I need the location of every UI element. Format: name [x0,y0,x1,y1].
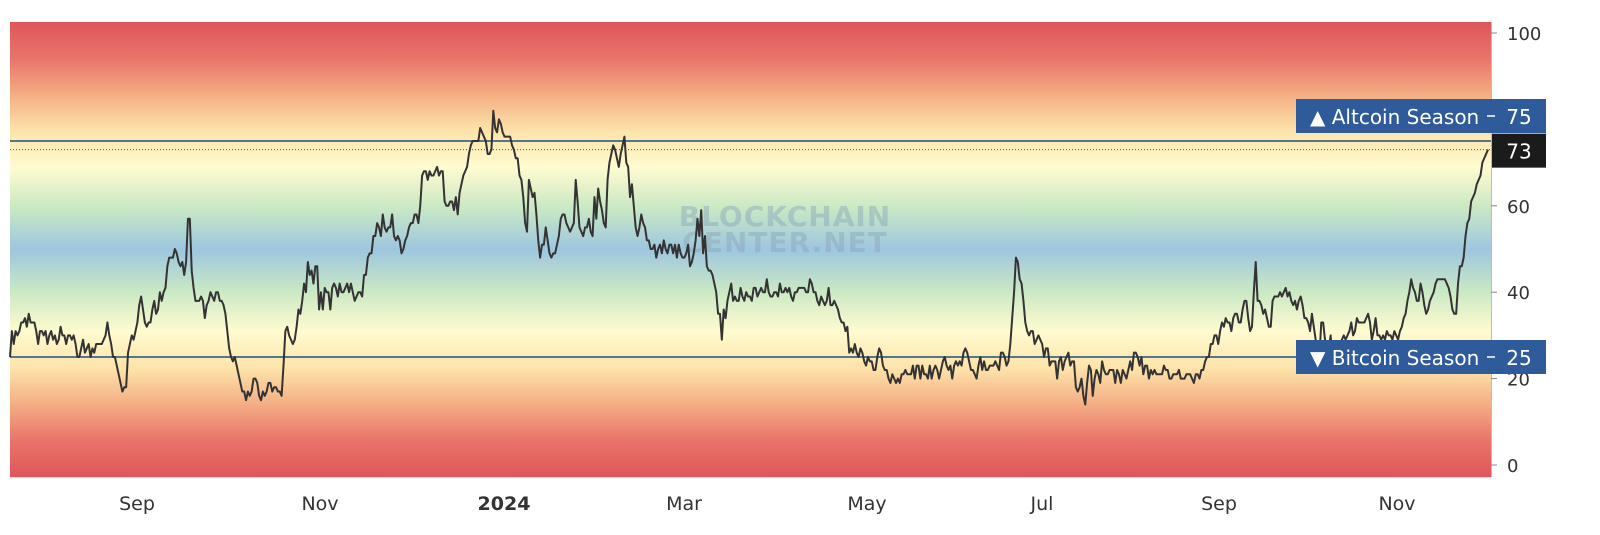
threshold-tag-value: 25 [1506,346,1531,370]
threshold-tag-value: 75 [1506,105,1531,129]
x-tick-label: Jul [1030,493,1054,515]
plot-background [10,22,1491,477]
threshold-tag-label: ▼ Bitcoin Season [1310,346,1479,370]
threshold-tag-1 [1296,340,1546,374]
threshold-lines [10,140,1491,358]
watermark-line-2: CENTER.NET [682,226,888,259]
x-tick-label: 2024 [478,493,531,515]
x-tick-label: Sep [119,493,155,515]
y-tick-label: 60 [1507,197,1530,218]
last-value-label: 73 [1506,140,1531,164]
watermark-line-1: BLOCKCHAIN [679,200,891,233]
y-axis: 0 20 40 60 100 [1491,24,1541,477]
x-tick-label: Nov [301,493,338,515]
last-value-tag [1492,133,1546,168]
series-layer [9,109,1489,406]
x-tick-label: Nov [1378,493,1415,515]
x-tick-label: Mar [666,493,702,515]
y-tick-label: 0 [1507,456,1518,477]
threshold-tag-0 [1296,99,1546,133]
threshold-tag-label: ▲ Altcoin Season [1310,105,1479,129]
x-axis: Sep Nov 2024 Mar May Jul Sep Nov [119,493,1415,515]
value-tags: ▲ Altcoin Season 75 ▼ Bitcoin Season 25 73 [1296,99,1546,374]
y-tick-label: 20 [1507,370,1530,391]
x-tick-label: Sep [1201,493,1237,515]
watermark: BLOCKCHAIN CENTER.NET [679,200,891,259]
x-tick-label: May [847,493,886,515]
y-tick-label: 100 [1507,24,1541,45]
series-line [9,109,1489,406]
y-tick-label: 40 [1507,283,1530,304]
